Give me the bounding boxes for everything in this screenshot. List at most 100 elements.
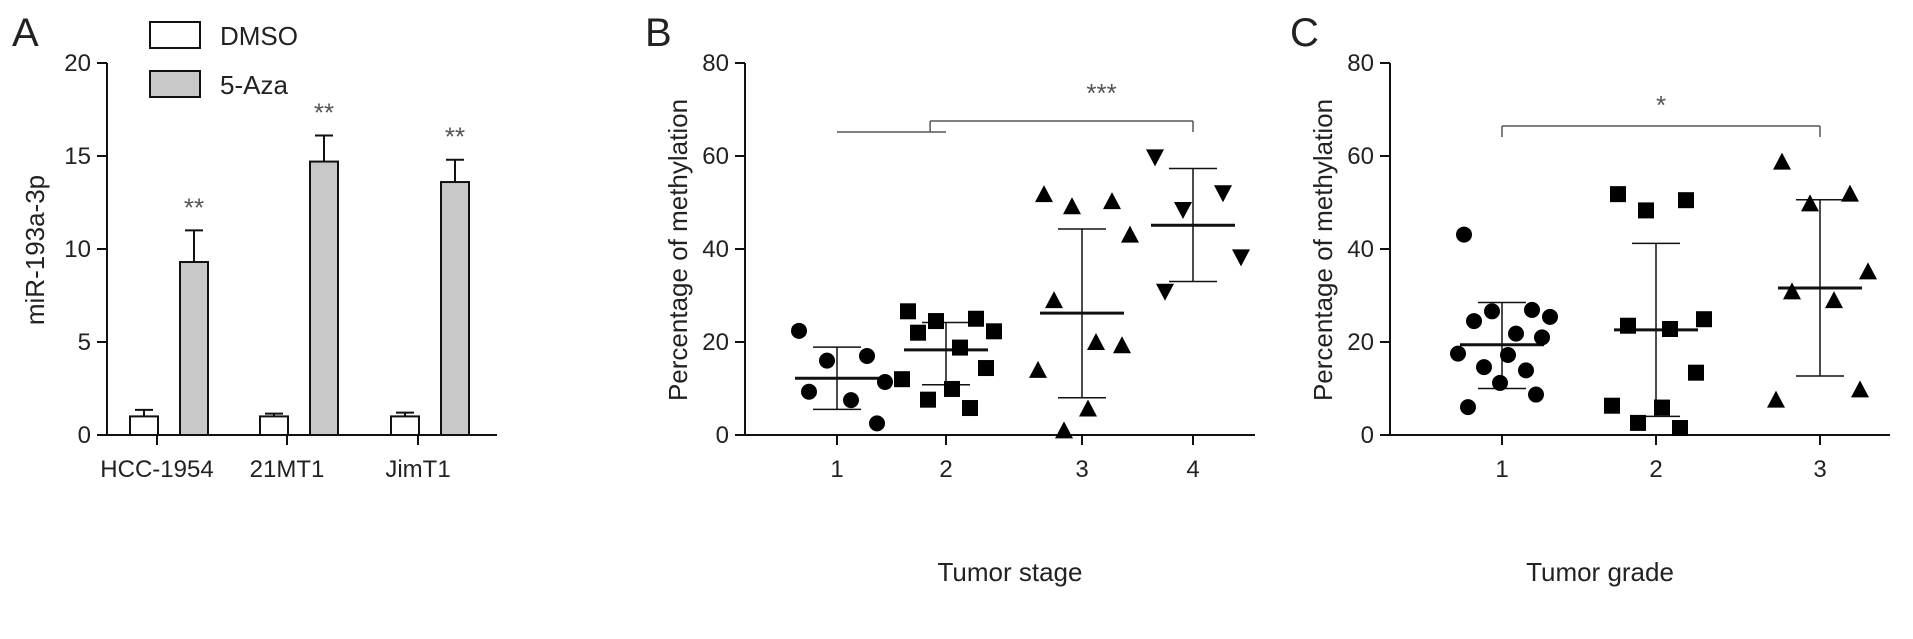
y-axis-title: miR-193a-3p [20,175,50,325]
data-point [978,360,994,377]
data-point [1841,184,1859,202]
data-point [1174,201,1192,219]
y-tick-label: 80 [702,50,729,77]
data-point [1662,320,1678,337]
y-tick-label: 20 [64,50,91,77]
data-point [1045,291,1063,309]
data-point [1450,345,1466,362]
data-point [1767,390,1785,408]
data-point [1524,301,1540,318]
y-tick-label: 0 [1361,422,1374,449]
panel-letter-a: A [12,11,39,55]
data-point [1528,386,1544,403]
data-point [1500,347,1516,364]
panel-b: B Percentage of methylation Tumor stage … [645,11,1255,587]
bar [390,415,420,436]
data-point [962,400,978,417]
data-point [900,303,916,320]
significance-label: ** [184,192,204,222]
x-axis-title: Tumor stage [938,557,1083,587]
x-tick-label: 1 [830,456,843,483]
y-tick-label: 60 [702,143,729,170]
legend: DMSO 5-Aza [149,21,298,100]
data-point [1055,421,1073,439]
legend-swatch-5-aza [149,70,201,98]
data-point [859,347,875,364]
y-axis-title: Percentage of methylation [663,99,693,401]
data-point [1620,317,1636,334]
data-point [1103,192,1121,210]
data-point [801,383,817,400]
x-tick-label: 3 [1813,456,1826,483]
data-point [1063,197,1081,215]
legend-label-5-aza: 5-Aza [220,70,288,100]
data-point [1542,308,1558,325]
data-point [1688,364,1704,381]
data-point [1156,283,1174,301]
data-point [1113,336,1131,354]
significance-bracket: *** [837,78,1194,133]
panel-letter-c: C [1290,11,1319,55]
data-point [944,380,960,397]
data-point [1460,399,1476,416]
legend-swatch-dmso [149,21,201,49]
y-tick-label: 0 [716,422,729,449]
data-point [952,339,968,356]
data-point [1604,397,1620,414]
data-point [1610,186,1626,203]
scatter-groups [791,149,1250,439]
data-point [1456,226,1472,243]
x-tick-label: 2 [939,456,952,483]
data-point [910,324,926,341]
data-point [1630,414,1646,431]
data-point [1476,359,1492,376]
bar [259,415,289,436]
data-point [1121,225,1139,243]
data-point [1638,202,1654,219]
data-point [791,322,807,339]
data-point [968,310,984,327]
data-point [1492,374,1508,391]
data-point [928,313,944,330]
data-point [1801,194,1819,212]
significance-bracket: * [1501,90,1821,137]
y-tick-label: 5 [78,329,91,356]
bar [309,160,339,437]
x-tick-label: 21MT1 [250,456,325,483]
data-point [1696,311,1712,328]
axes: 0 20 40 60 80 1 2 3 4 [702,50,1255,483]
bar [440,181,470,436]
y-tick-label: 0 [78,422,91,449]
significance-label: * [1656,90,1666,120]
data-point [869,415,885,432]
data-point [1466,313,1482,330]
data-point [843,392,859,409]
y-tick-label: 60 [1347,143,1374,170]
y-tick-label: 80 [1347,50,1374,77]
y-tick-label: 20 [702,329,729,356]
data-point [1534,329,1550,346]
y-axis-title: Percentage of methylation [1308,99,1338,401]
data-point [1654,399,1670,416]
data-point [1678,192,1694,209]
data-point [1773,152,1791,170]
data-point [1035,185,1053,203]
y-tick-label: 40 [702,236,729,263]
data-point [1518,362,1534,379]
bar [129,415,159,436]
x-tick-label: 2 [1649,456,1662,483]
x-tick-label: 1 [1495,456,1508,483]
significance-label: *** [1086,78,1116,108]
y-tick-label: 15 [64,143,91,170]
data-point [1508,325,1524,342]
data-point [1087,333,1105,350]
data-point [1232,249,1250,267]
axes: 0 20 40 60 80 1 2 3 [1347,50,1890,483]
data-point [920,391,936,408]
x-tick-label: 3 [1075,456,1088,483]
significance-label: ** [314,98,334,128]
axes: 0 5 10 15 20 HCC-1954 21MT1 JimT1 [64,50,497,483]
x-tick-label: JimT1 [385,456,450,483]
data-point [1672,420,1688,437]
data-point [1859,262,1877,280]
